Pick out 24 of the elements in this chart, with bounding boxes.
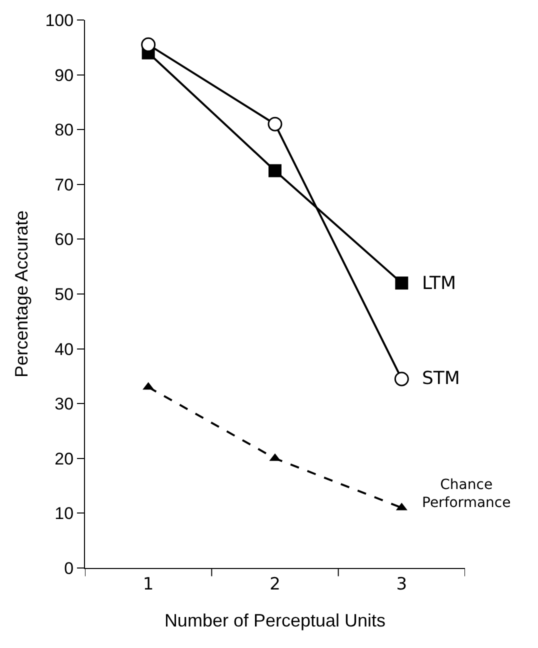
y-tick-label: 90 [54, 66, 74, 85]
x-tick-label: 3 [396, 574, 408, 594]
series-label: LTM [422, 273, 456, 294]
y-axis-title: Percentage Accurate [11, 210, 32, 378]
y-tick-label: 20 [54, 449, 74, 468]
y-tick-label: 0 [64, 558, 74, 578]
point [268, 116, 282, 132]
y-tick-label: 50 [54, 284, 74, 304]
y-tick-label: 80 [54, 120, 74, 140]
y-tick-label: 40 [54, 340, 74, 359]
x-axis-title: Number of Perceptual Units [164, 610, 386, 630]
x-tick-label: 2 [270, 574, 280, 594]
series-label: Chance Performance [422, 477, 511, 512]
series-label: STM [422, 368, 460, 389]
y-tick-label: 70 [54, 175, 74, 194]
point [268, 164, 282, 178]
y-tick-label: 10 [54, 504, 74, 524]
y-tick-label: 100 [45, 10, 74, 30]
point [141, 37, 156, 52]
x-tick-label: 1 [142, 574, 154, 594]
point [394, 372, 409, 386]
point [395, 276, 408, 290]
y-tick-label: 60 [54, 230, 74, 250]
y-tick-label: 30 [54, 394, 74, 414]
